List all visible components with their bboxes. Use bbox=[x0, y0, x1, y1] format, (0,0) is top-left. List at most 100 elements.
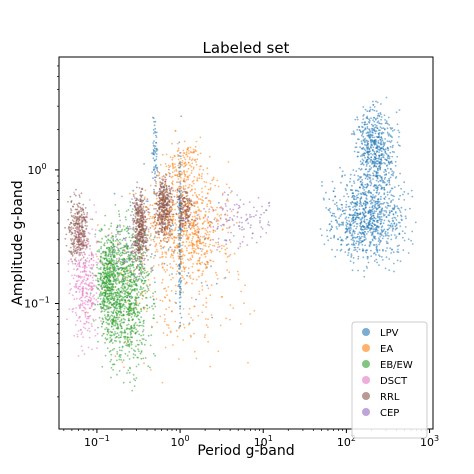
data-point bbox=[366, 257, 369, 260]
data-point bbox=[373, 189, 375, 192]
data-point bbox=[218, 215, 221, 217]
data-point bbox=[186, 258, 189, 261]
data-point bbox=[120, 332, 123, 334]
data-point bbox=[129, 333, 132, 336]
data-point bbox=[155, 153, 158, 155]
data-point bbox=[114, 285, 117, 288]
data-point bbox=[119, 340, 121, 343]
data-point bbox=[102, 271, 104, 274]
data-point bbox=[345, 224, 348, 227]
data-point bbox=[109, 315, 111, 318]
data-point bbox=[151, 217, 154, 220]
data-point bbox=[85, 295, 88, 298]
data-point bbox=[114, 331, 116, 333]
data-point bbox=[328, 198, 331, 201]
data-point bbox=[358, 138, 360, 141]
data-point bbox=[76, 280, 78, 282]
data-point bbox=[97, 258, 100, 260]
data-point bbox=[117, 327, 120, 330]
data-point bbox=[202, 221, 205, 224]
data-point bbox=[352, 209, 355, 212]
data-point bbox=[366, 173, 369, 176]
data-point bbox=[210, 314, 213, 316]
data-point bbox=[64, 226, 66, 229]
data-point bbox=[194, 191, 196, 194]
data-point bbox=[168, 299, 171, 301]
data-point bbox=[132, 189, 135, 192]
data-point bbox=[227, 161, 230, 163]
data-point bbox=[163, 320, 166, 323]
data-point bbox=[357, 244, 360, 246]
data-point bbox=[377, 140, 380, 142]
data-point bbox=[192, 263, 195, 265]
data-point bbox=[86, 277, 89, 280]
data-point bbox=[184, 161, 187, 164]
data-point bbox=[126, 310, 128, 313]
data-point bbox=[351, 196, 353, 199]
data-point bbox=[134, 354, 137, 356]
data-point bbox=[374, 139, 377, 142]
data-point bbox=[204, 185, 207, 188]
data-point bbox=[403, 199, 406, 201]
data-point bbox=[132, 302, 135, 305]
data-point bbox=[357, 178, 360, 181]
data-point bbox=[122, 314, 125, 316]
data-point bbox=[191, 265, 194, 268]
data-point bbox=[131, 254, 134, 257]
data-point bbox=[170, 290, 173, 292]
data-point bbox=[330, 237, 332, 240]
data-point bbox=[108, 247, 111, 250]
data-point bbox=[360, 176, 363, 178]
data-point bbox=[105, 326, 108, 329]
data-point bbox=[372, 100, 374, 103]
data-point bbox=[196, 262, 199, 265]
data-point bbox=[106, 289, 109, 291]
data-point bbox=[360, 233, 363, 236]
data-point bbox=[104, 337, 107, 340]
data-point bbox=[326, 229, 328, 232]
data-point bbox=[171, 167, 174, 169]
data-point bbox=[380, 154, 383, 157]
data-point bbox=[112, 255, 115, 258]
data-point bbox=[174, 222, 177, 225]
data-point bbox=[88, 283, 90, 286]
data-point bbox=[181, 244, 184, 247]
data-point bbox=[196, 240, 199, 243]
data-point bbox=[124, 295, 126, 298]
data-point bbox=[179, 234, 181, 237]
data-point bbox=[382, 127, 385, 129]
data-point bbox=[349, 177, 352, 180]
data-point bbox=[198, 293, 201, 295]
data-point bbox=[66, 318, 68, 321]
data-point bbox=[90, 258, 93, 260]
data-point bbox=[80, 221, 83, 224]
data-point bbox=[398, 131, 401, 134]
data-point bbox=[391, 150, 394, 153]
data-point bbox=[350, 256, 353, 258]
data-point bbox=[122, 246, 124, 249]
data-point bbox=[379, 166, 382, 169]
data-point bbox=[359, 199, 362, 202]
data-point bbox=[181, 160, 184, 162]
data-point bbox=[84, 235, 87, 238]
data-point bbox=[393, 216, 396, 219]
data-point bbox=[361, 147, 364, 150]
data-point bbox=[178, 243, 181, 246]
data-point bbox=[199, 198, 202, 201]
data-point bbox=[72, 227, 75, 230]
data-point bbox=[344, 231, 347, 234]
data-point bbox=[158, 174, 161, 176]
data-point bbox=[366, 127, 369, 130]
data-point bbox=[79, 320, 82, 322]
data-point bbox=[179, 301, 181, 304]
data-point bbox=[227, 200, 230, 202]
data-point bbox=[371, 136, 374, 139]
data-point bbox=[118, 282, 120, 284]
data-point bbox=[115, 260, 118, 262]
data-point bbox=[119, 349, 121, 352]
data-point bbox=[109, 349, 112, 352]
data-point bbox=[369, 191, 371, 194]
data-point bbox=[117, 240, 120, 242]
data-point bbox=[344, 212, 346, 215]
data-point bbox=[96, 255, 98, 258]
